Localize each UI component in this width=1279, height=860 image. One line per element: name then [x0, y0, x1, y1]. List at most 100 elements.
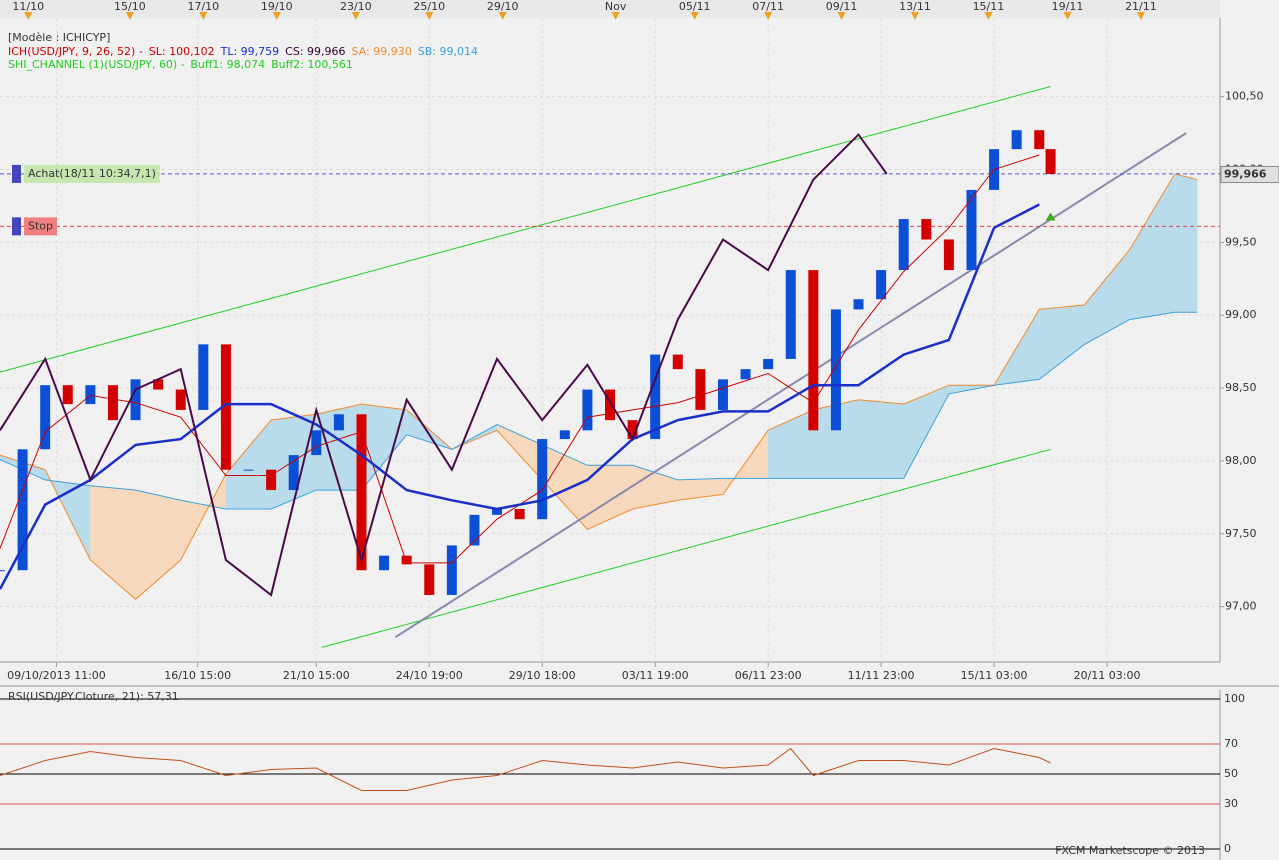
top-tick-marker: [837, 12, 846, 20]
x-tick-label: 24/10 19:00: [396, 669, 463, 682]
legend-entry: SA: 99,930: [352, 45, 412, 58]
top-tick-marker: [764, 12, 773, 20]
cloud-fill: [497, 424, 543, 480]
top-tick-label: 15/11: [973, 0, 1005, 13]
indicator-line: [0, 133, 888, 597]
cloud-fill: [361, 404, 407, 491]
candle: [333, 414, 344, 431]
legend-entry: Buff1: 98,074: [190, 58, 265, 71]
legend-entry: ICH(USD/JPY, 9, 26, 52) -: [8, 45, 143, 58]
cloud-fill: [316, 404, 362, 491]
trendline: [0, 86, 1051, 373]
candle: [266, 469, 277, 491]
top-tick-label: 09/11: [826, 0, 858, 13]
candle: [153, 379, 164, 390]
candle: [198, 344, 209, 410]
cloud-fill: [587, 465, 633, 530]
top-tick-marker: [611, 12, 620, 20]
top-tick-label: 19/11: [1052, 0, 1084, 13]
x-tick-label: 16/10 15:00: [164, 669, 231, 682]
top-tick-marker: [125, 12, 134, 20]
top-tick-label: 17/10: [187, 0, 219, 13]
candle: [514, 509, 525, 520]
level-marker: [12, 217, 21, 236]
candle: [492, 509, 503, 515]
top-tick-marker: [351, 12, 360, 20]
candle: [0, 570, 5, 572]
y-tick-label: 99,00: [1225, 308, 1257, 321]
x-tick-label: 09/10/2013 11:00: [7, 669, 106, 682]
candle: [446, 545, 457, 595]
level-label: Stop: [28, 219, 53, 232]
top-tick-label: 13/11: [899, 0, 931, 13]
legend-entry: Buff2: 100,561: [271, 58, 353, 71]
x-tick-label: 15/11 03:00: [961, 669, 1028, 682]
y-tick-label: 100: [1224, 692, 1245, 705]
candle: [311, 430, 322, 456]
candle: [876, 270, 887, 300]
candle: [921, 219, 932, 240]
y-tick-label: 70: [1224, 737, 1238, 750]
top-tick-label: 05/11: [679, 0, 711, 13]
candle: [62, 385, 73, 405]
signal-arrow: [1045, 212, 1056, 221]
candle: [943, 239, 954, 271]
candle: [695, 369, 706, 410]
cloud-fill: [1174, 173, 1198, 313]
candle: [808, 270, 819, 431]
top-tick-label: 25/10: [413, 0, 445, 13]
cloud-fill: [225, 420, 272, 510]
candle: [401, 555, 412, 565]
candle: [243, 469, 254, 471]
top-tick-label: 15/10: [114, 0, 146, 13]
legend-entry: SB: 99,014: [418, 45, 478, 58]
top-tick-label: Nov: [605, 0, 627, 13]
top-tick-marker: [498, 12, 507, 20]
y-tick-label: 50: [1224, 767, 1238, 780]
candle: [379, 555, 390, 571]
candle: [627, 420, 638, 440]
rsi-line: [0, 747, 1051, 791]
x-tick-label: 20/11 03:00: [1074, 669, 1141, 682]
cloud-fill: [858, 399, 904, 479]
top-tick-label: 07/11: [752, 0, 784, 13]
candle: [785, 270, 796, 359]
top-tick-label: 21/11: [1125, 0, 1157, 13]
level-marker: [12, 164, 21, 183]
top-tick-marker: [272, 12, 281, 20]
x-tick-label: 29/10 18:00: [509, 669, 576, 682]
x-tick-label: 06/11 23:00: [735, 669, 802, 682]
candle: [966, 189, 977, 271]
candle: [175, 389, 186, 410]
level-box: [24, 164, 160, 183]
candle: [853, 299, 864, 310]
rsi-panel: [0, 686, 1279, 860]
cloud-fill: [135, 490, 181, 600]
cloud-fill: [1084, 249, 1130, 345]
level-label: Achat(18/11 10:34,7,1): [28, 167, 156, 180]
candle: [85, 385, 96, 405]
x-tick-label: 11/11 23:00: [848, 669, 915, 682]
legend-entry: TL: 99,759: [220, 45, 280, 58]
legend-entry: SHI_CHANNEL (1)(USD/JPY, 60) -: [8, 58, 185, 71]
footer: FXCM Marketscope © 2013: [1055, 844, 1205, 857]
model-header: [Modèle : ICHICYP]: [8, 31, 110, 44]
top-tick-label: 11/10: [12, 0, 44, 13]
cloud-fill: [677, 478, 723, 501]
top-tick-marker: [24, 12, 33, 20]
candle: [469, 514, 480, 546]
x-tick-label: 21/10 15:00: [283, 669, 350, 682]
y-tick-label: 97,00: [1225, 600, 1257, 613]
candle: [356, 414, 367, 571]
candle: [220, 344, 231, 470]
candle: [424, 564, 435, 595]
top-tick-marker: [690, 12, 699, 20]
top-tick-marker: [199, 12, 208, 20]
candle: [288, 455, 299, 491]
candle: [717, 379, 728, 410]
indicator-line: [0, 203, 1040, 590]
cloud-fill: [903, 385, 949, 479]
candle: [830, 309, 841, 431]
cloud-fill: [1129, 173, 1175, 320]
